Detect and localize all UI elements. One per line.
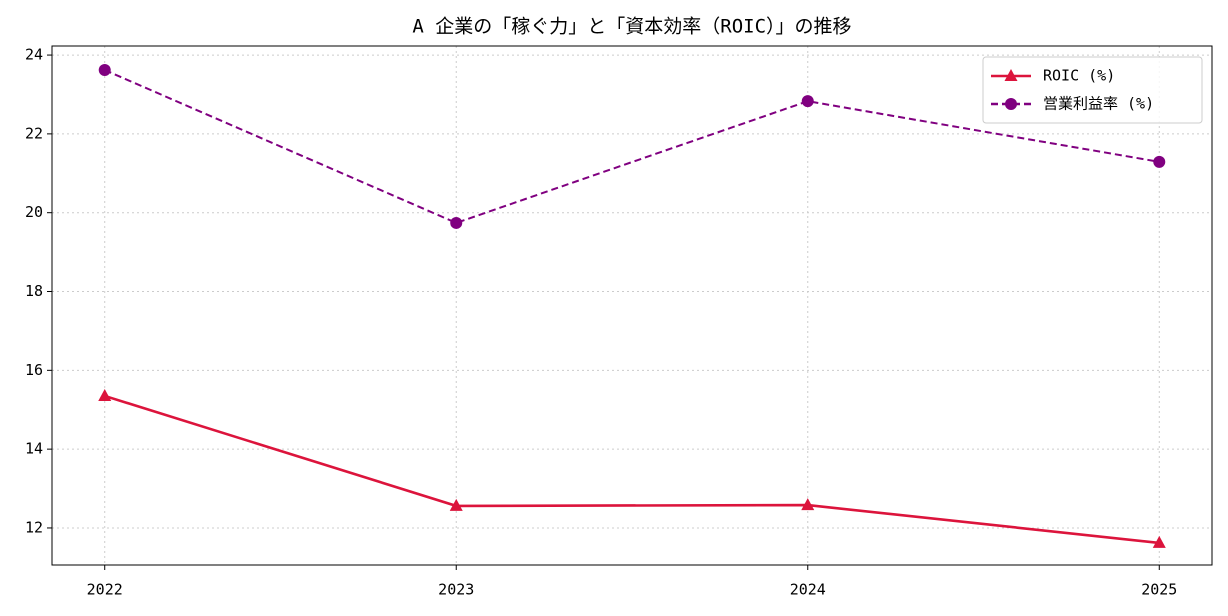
marker xyxy=(801,498,815,511)
legend-box xyxy=(982,56,1203,124)
y-tick-label: 16 xyxy=(25,361,43,379)
marker xyxy=(1153,155,1166,168)
x-tick-label: 2022 xyxy=(87,581,123,599)
marker xyxy=(801,95,814,108)
marker xyxy=(450,216,463,229)
y-tick-label: 20 xyxy=(25,203,43,221)
line xyxy=(104,394,1160,545)
marker xyxy=(1004,69,1018,81)
y-tick-label: 22 xyxy=(25,124,43,142)
marker xyxy=(98,388,112,401)
marker xyxy=(98,64,111,77)
legend-label: 営業利益率 (%) xyxy=(1043,95,1154,113)
x-tick-label: 2024 xyxy=(790,581,826,599)
y-tick-label: 14 xyxy=(25,440,43,458)
y-tick-label: 12 xyxy=(25,518,43,536)
x-tick-label: 2025 xyxy=(1141,581,1177,599)
y-tick-label: 24 xyxy=(25,46,43,64)
y-tick-label: 18 xyxy=(25,282,43,300)
marker xyxy=(1152,535,1166,548)
legend-label: ROIC (%) xyxy=(1043,67,1115,85)
chart-title: A 企業の「稼ぐ力」と「資本効率（ROIC）」の推移 xyxy=(412,16,851,38)
line xyxy=(104,69,1160,225)
marker xyxy=(1005,98,1017,110)
x-tick-label: 2023 xyxy=(438,581,474,599)
plot-frame xyxy=(51,45,1213,566)
marker xyxy=(449,498,463,511)
